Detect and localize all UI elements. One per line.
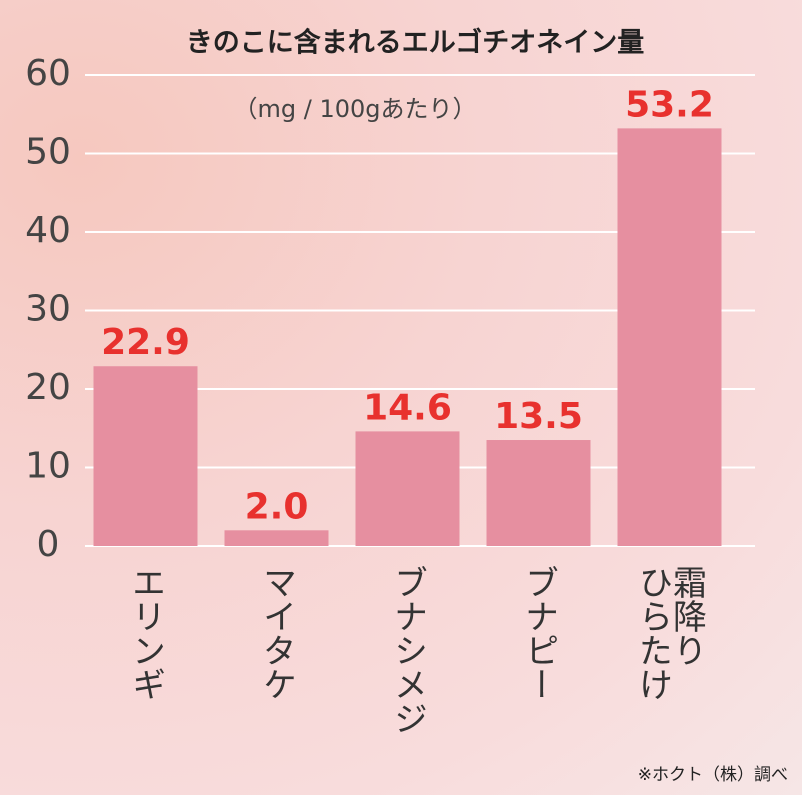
y-tick-label: 60 [25,53,71,94]
value-label: 22.9 [101,322,190,363]
x-tick-label: マイタケ [256,565,297,701]
bar [486,440,591,546]
bar [617,128,722,546]
x-tick-label: ブナシメジ [387,565,428,735]
y-tick-label: 30 [25,289,71,330]
y-tick-label: 0 [37,524,60,565]
x-tick-label: エリンギ [125,565,166,701]
source-note: ※ホクト（株）調べ [637,765,788,785]
bar [355,431,460,546]
x-tick-label: ブナピー [518,565,559,701]
value-label: 53.2 [625,84,714,125]
value-label: 2.0 [245,486,309,527]
y-tick-label: 20 [25,367,71,408]
chart-subtitle: （mg / 100gあたり） [234,95,477,123]
y-tick-label: 10 [25,446,71,487]
bar [93,366,198,546]
value-label: 13.5 [494,396,583,437]
y-tick-label: 40 [25,210,71,251]
y-tick-label: 50 [25,132,71,173]
chart-title: きのこに含まれるエルゴチオネイン量 [186,27,644,59]
value-label: 14.6 [363,387,452,428]
bar [224,530,329,546]
x-tick-label: 霜降り ひらたけ [632,565,707,701]
